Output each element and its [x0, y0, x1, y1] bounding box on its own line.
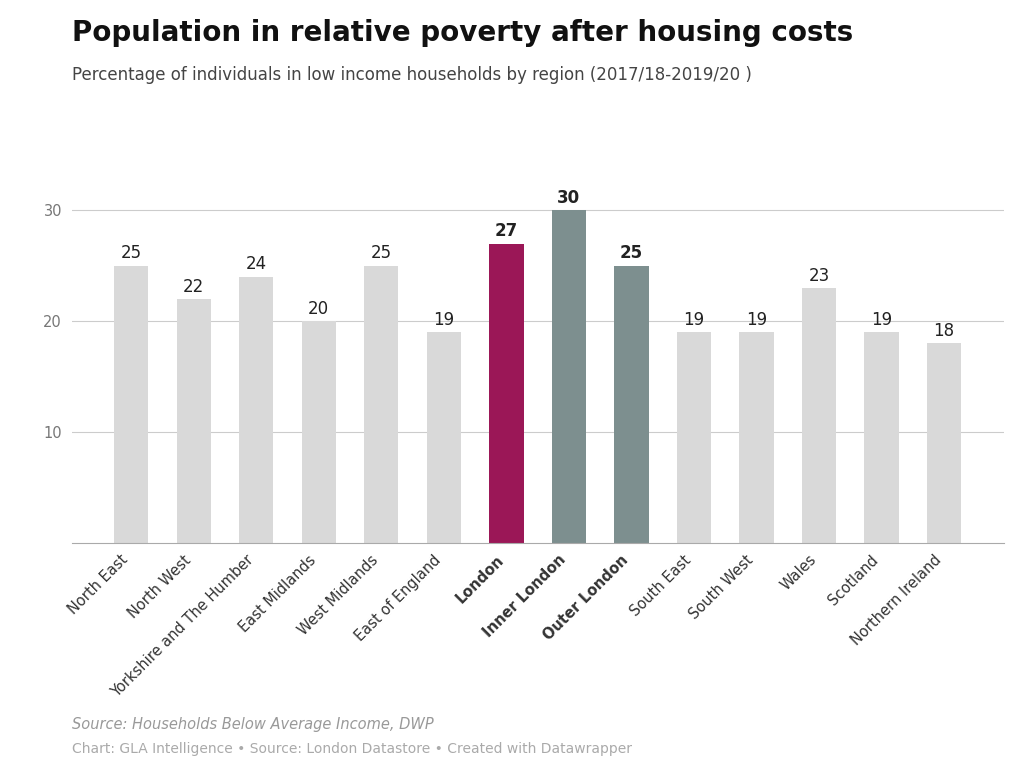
Bar — [614, 266, 648, 542]
Text: 25: 25 — [620, 244, 643, 263]
Bar — [739, 332, 773, 542]
Bar — [677, 332, 711, 542]
Bar — [176, 299, 211, 542]
Text: 19: 19 — [433, 311, 455, 329]
Bar — [427, 332, 461, 542]
Bar — [552, 210, 586, 542]
Text: Percentage of individuals in low income households by region (2017/18-2019/20 ): Percentage of individuals in low income … — [72, 66, 752, 84]
Text: 20: 20 — [308, 300, 330, 318]
Bar — [114, 266, 148, 542]
Text: 19: 19 — [745, 311, 767, 329]
Text: Population in relative poverty after housing costs: Population in relative poverty after hou… — [72, 19, 853, 47]
Text: 22: 22 — [183, 277, 205, 295]
Bar — [365, 266, 398, 542]
Bar — [927, 343, 962, 542]
Bar — [239, 277, 273, 542]
Bar — [864, 332, 899, 542]
Text: 19: 19 — [870, 311, 892, 329]
Text: 25: 25 — [371, 244, 392, 263]
Text: 30: 30 — [557, 189, 581, 207]
Text: Chart: GLA Intelligence • Source: London Datastore • Created with Datawrapper: Chart: GLA Intelligence • Source: London… — [72, 742, 632, 756]
Text: 24: 24 — [246, 256, 267, 274]
Text: 25: 25 — [121, 244, 141, 263]
Text: 18: 18 — [934, 322, 954, 340]
Bar — [802, 288, 837, 542]
Bar — [302, 321, 336, 542]
Text: 23: 23 — [808, 267, 829, 284]
Text: 27: 27 — [495, 222, 518, 240]
Bar — [489, 243, 523, 542]
Text: Source: Households Below Average Income, DWP: Source: Households Below Average Income,… — [72, 718, 433, 732]
Text: 19: 19 — [683, 311, 705, 329]
